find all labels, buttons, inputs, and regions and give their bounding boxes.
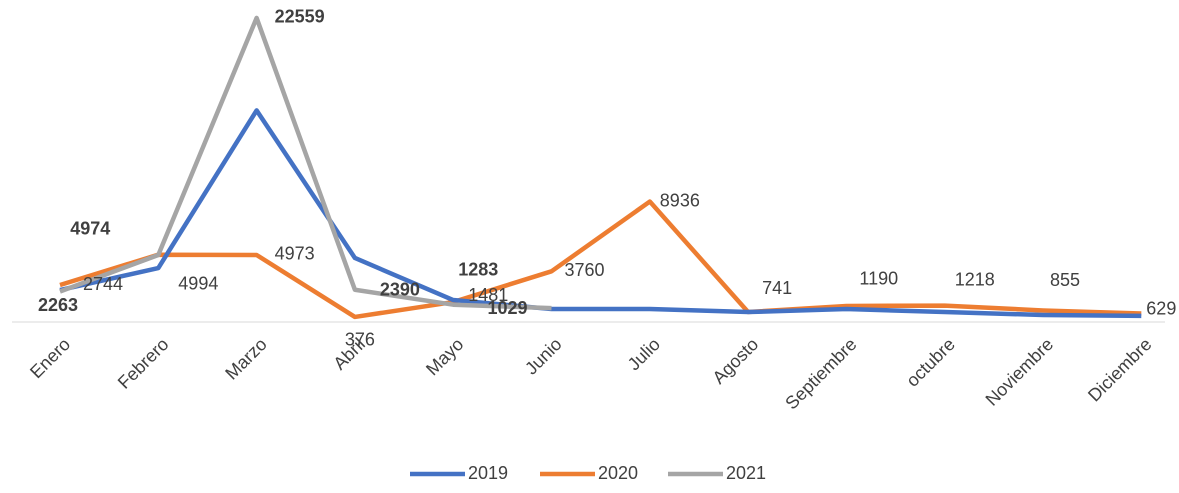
x-tick-label: Agosto xyxy=(709,334,763,388)
x-tick-label: Febrero xyxy=(114,334,173,393)
data-label: 1481 xyxy=(468,285,508,305)
x-tick-label: octubre xyxy=(902,334,959,391)
legend-label: 2019 xyxy=(468,463,508,483)
data-label: 1190 xyxy=(859,269,898,289)
data-label: 629 xyxy=(1146,298,1176,318)
line xyxy=(59,108,1142,319)
data-label: 2744 xyxy=(83,274,123,294)
legend-label: 2020 xyxy=(598,463,638,483)
x-tick-label: Diciembre xyxy=(1084,334,1155,405)
data-label: 2390 xyxy=(380,280,420,300)
x-tick-label: Julio xyxy=(624,334,664,374)
data-label: 22559 xyxy=(275,7,325,27)
data-label: 8936 xyxy=(660,190,700,210)
x-tick-label: Septiembre xyxy=(781,334,860,413)
line xyxy=(59,15,552,311)
data-label: 1029 xyxy=(487,298,527,318)
x-tick-label: Junio xyxy=(521,334,566,379)
data-label: 741 xyxy=(762,278,792,298)
legend-label: 2021 xyxy=(726,463,766,483)
data-label: 4974 xyxy=(70,219,110,239)
data-label: 1283 xyxy=(458,259,498,279)
data-label: 376 xyxy=(345,330,375,350)
x-tick-label: Marzo xyxy=(221,334,271,384)
data-label: 3760 xyxy=(565,260,605,280)
data-label: 2263 xyxy=(38,295,78,315)
data-label: 855 xyxy=(1050,270,1080,290)
x-tick-label: Noviembre xyxy=(982,334,1058,410)
x-tick-label: Enero xyxy=(26,334,74,382)
data-label: 4994 xyxy=(178,273,218,293)
data-label: 4973 xyxy=(275,244,315,264)
x-tick-label: Mayo xyxy=(422,334,467,379)
line xyxy=(59,199,1142,320)
data-label: 1218 xyxy=(955,269,995,289)
